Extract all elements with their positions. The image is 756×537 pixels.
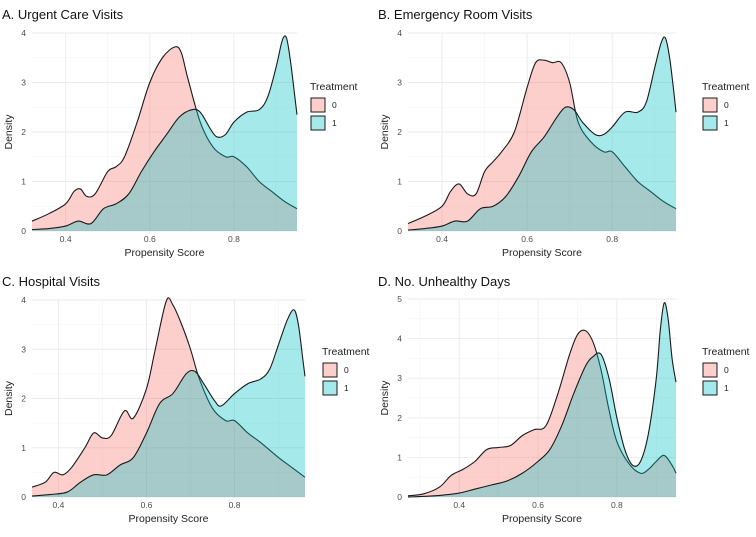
density-line-treatment-1 [31, 35, 298, 231]
y-axis-label: Density [3, 114, 15, 150]
y-tick-label: 0 [397, 226, 402, 236]
panel-title: A. Urgent Care Visits [2, 7, 124, 22]
legend-title: Treatment [322, 346, 370, 358]
density-area-treatment-1 [32, 35, 297, 231]
x-tick-label: 0.6 [532, 500, 544, 510]
legend-label: 0 [724, 100, 729, 110]
legend-key-treatment-1 [702, 115, 718, 131]
legend-key-treatment-0 [702, 97, 718, 113]
y-tick-label: 4 [21, 295, 26, 305]
y-tick-label: 2 [397, 127, 402, 137]
legend-title: Treatment [702, 346, 750, 358]
x-tick-label: 0.6 [141, 500, 153, 510]
y-axis-label: Density [3, 380, 15, 416]
y-tick-label: 0 [397, 492, 402, 502]
x-tick-label: 0.4 [60, 234, 72, 244]
density-area-treatment-1 [32, 309, 305, 497]
y-tick-label: 3 [21, 344, 26, 354]
y-tick-label: 3 [397, 373, 402, 383]
x-tick-label: 0.4 [453, 500, 465, 510]
density-line-treatment-1 [407, 36, 677, 231]
legend-key-treatment-1 [702, 380, 718, 396]
y-tick-label: 3 [397, 78, 402, 88]
y-tick-label: 1 [21, 177, 26, 187]
legend-label: 0 [724, 365, 729, 375]
x-axis-label: Propensity Score [125, 247, 205, 259]
panel-c: 0.4 0.6 0.8 0 1 2 3 4 Propensity Score Density C. … [2, 274, 370, 525]
x-tick-label: 0.4 [436, 234, 448, 244]
legend-key-treatment-1 [322, 380, 338, 396]
density-line-treatment-1 [407, 302, 677, 498]
legend-label: 1 [344, 383, 349, 393]
x-tick-label: 0.4 [53, 500, 65, 510]
x-tick-label: 0.8 [611, 500, 623, 510]
density-line-treatment-0 [31, 297, 306, 488]
x-tick-label: 0.8 [229, 500, 241, 510]
density-line-treatment-0 [31, 46, 298, 222]
y-tick-label: 2 [21, 394, 26, 404]
density-area-treatment-1 [408, 36, 676, 231]
y-tick-label: 5 [397, 294, 402, 304]
legend-label: 0 [332, 100, 337, 110]
x-axis-label: Propensity Score [129, 513, 209, 525]
x-tick-label: 0.6 [521, 234, 533, 244]
legend: Treatment 0 1 [702, 81, 750, 131]
legend-label: 0 [344, 365, 349, 375]
density-area-treatment-1 [408, 302, 676, 497]
legend-label: 1 [724, 383, 729, 393]
y-tick-label: 2 [397, 413, 402, 423]
x-tick-label: 0.8 [228, 234, 240, 244]
density-area-treatment-0 [32, 46, 297, 232]
legend: Treatment 0 1 [702, 346, 750, 396]
y-axis-label: Density [379, 380, 391, 416]
legend-key-treatment-1 [310, 115, 326, 131]
y-tick-label: 3 [21, 78, 26, 88]
legend-key-treatment-0 [322, 362, 338, 378]
legend-label: 1 [332, 118, 337, 128]
legend-title: Treatment [702, 81, 750, 93]
legend-title: Treatment [310, 81, 358, 93]
y-tick-label: 1 [21, 443, 26, 453]
gridlines [32, 32, 297, 232]
x-axis-label: Propensity Score [502, 247, 582, 259]
x-axis-label: Propensity Score [502, 513, 582, 525]
panel-b: 0.4 0.6 0.8 0 1 2 3 4 Propensity Score Density B. … [378, 7, 750, 259]
y-tick-label: 1 [397, 177, 402, 187]
panel-title: D. No. Unhealthy Days [378, 274, 511, 289]
density-area-treatment-0 [408, 330, 676, 497]
y-tick-label: 0 [21, 492, 26, 502]
density-area-treatment-0 [408, 59, 676, 232]
legend-key-treatment-0 [702, 362, 718, 378]
y-tick-label: 1 [397, 452, 402, 462]
x-tick-label: 0.8 [606, 234, 618, 244]
x-tick-label: 0.6 [144, 234, 156, 244]
legend-key-treatment-0 [310, 97, 326, 113]
y-tick-label: 4 [397, 28, 402, 38]
legend: Treatment 0 1 [322, 346, 370, 396]
density-line-treatment-1 [31, 309, 306, 497]
legend: Treatment 0 1 [310, 81, 358, 131]
y-tick-label: 4 [397, 334, 402, 344]
y-tick-label: 4 [21, 28, 26, 38]
legend-label: 1 [724, 118, 729, 128]
panel-title: B. Emergency Room Visits [378, 7, 533, 22]
y-tick-label: 0 [21, 226, 26, 236]
gridlines [408, 32, 676, 232]
panel-title: C. Hospital Visits [2, 274, 101, 289]
y-tick-label: 2 [21, 127, 26, 137]
panel-d: 0.4 0.6 0.8 0 1 2 3 4 5 Propensity Score Density D.… [378, 274, 750, 525]
density-line-treatment-0 [407, 329, 677, 497]
y-axis-label: Density [379, 114, 391, 150]
panel-a: 0.4 0.6 0.8 0 1 2 3 4 Propensity Score Density A. … [2, 7, 358, 259]
density-line-treatment-0 [407, 59, 677, 225]
gridlines [32, 299, 305, 498]
